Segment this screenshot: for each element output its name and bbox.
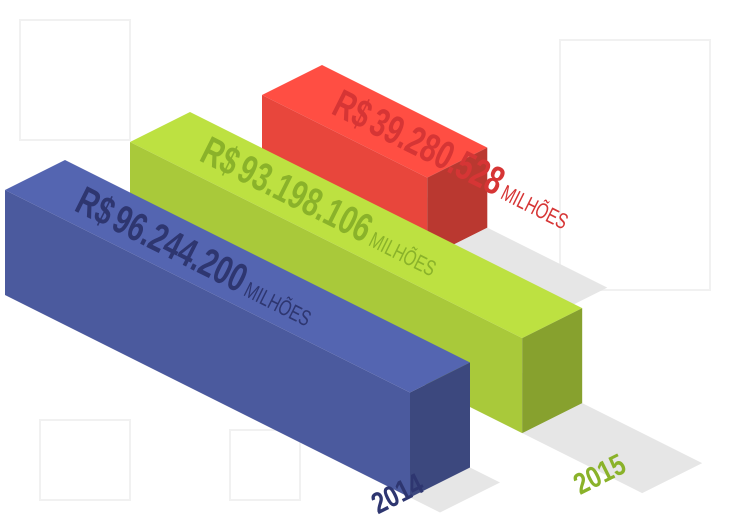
chart: R$39.280.528MILHÕES2016R$93.198.106MILHÕ… [0, 0, 743, 518]
